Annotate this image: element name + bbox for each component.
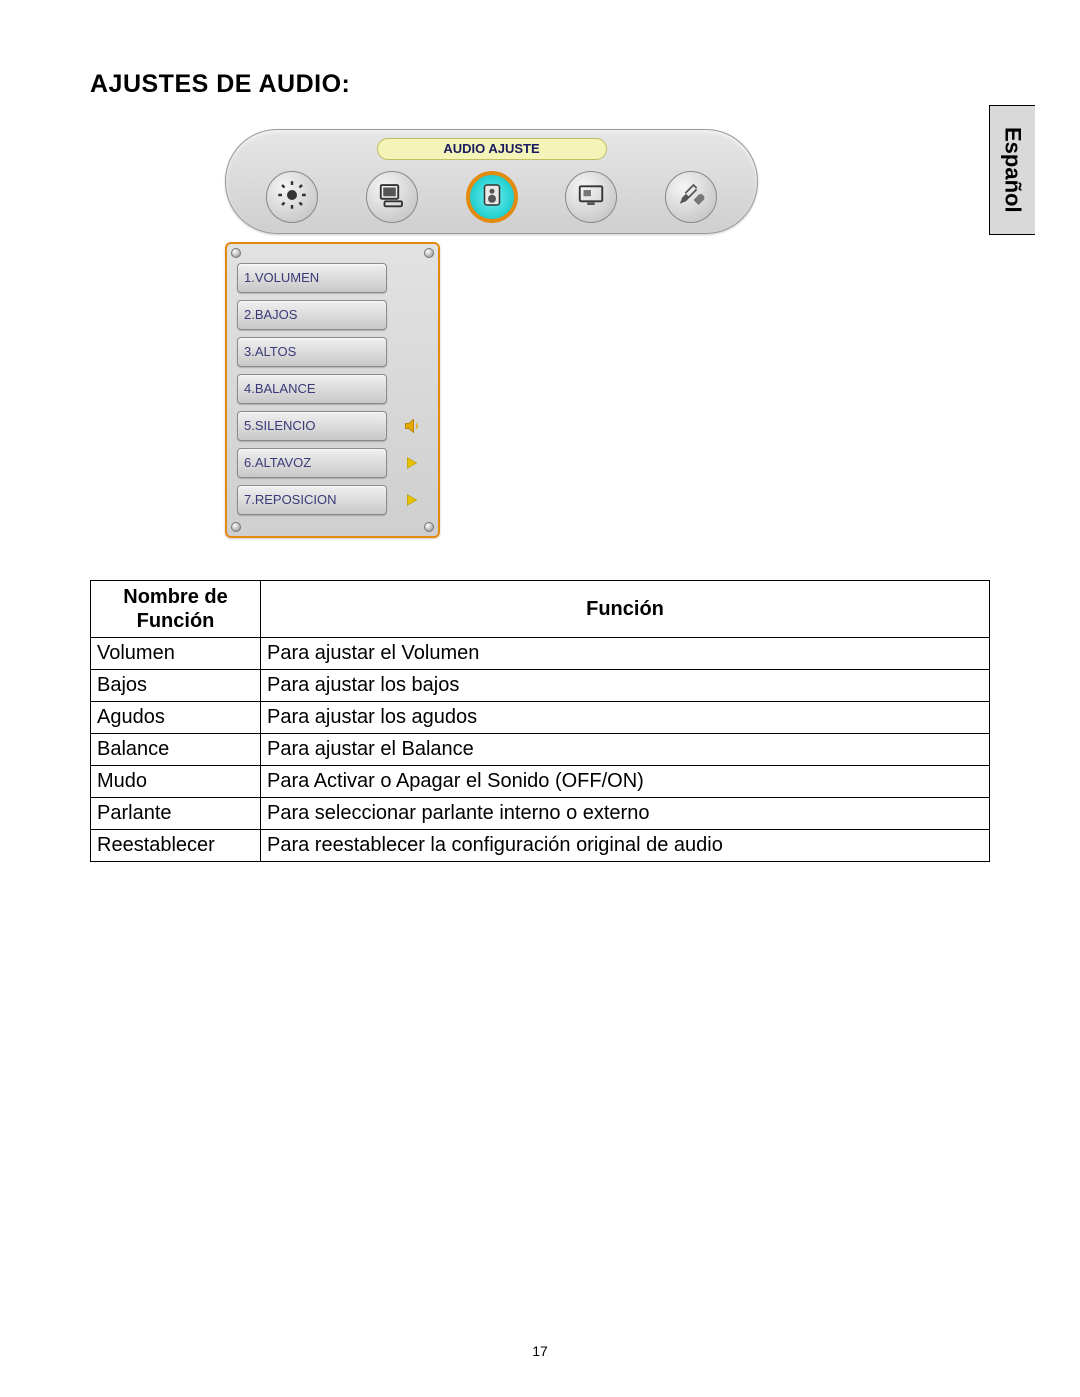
- osd-icon-row: [266, 168, 717, 226]
- cell-func: Para ajustar los agudos: [261, 702, 990, 734]
- table-row: Bajos Para ajustar los bajos: [91, 670, 990, 702]
- page-content: AJUSTES DE AUDIO: AUDIO AJUSTE: [90, 70, 990, 862]
- osd-icon-computer[interactable]: [366, 171, 418, 223]
- arrow-right-icon: [401, 489, 423, 511]
- osd-banner: AUDIO AJUSTE: [377, 138, 607, 160]
- menu-row: 6.ALTAVOZ: [237, 448, 428, 478]
- menu-item-bajos[interactable]: 2.BAJOS: [237, 300, 387, 330]
- th-label: Función: [586, 598, 664, 620]
- cell-name: Reestablecer: [91, 830, 261, 862]
- menu-row: 5.SILENCIO: [237, 411, 428, 441]
- menu-row: 2.BAJOS: [237, 300, 428, 330]
- osd-toolbar: AUDIO AJUSTE: [225, 129, 758, 234]
- arrow-right-icon: [401, 452, 423, 474]
- cell-func: Para reestablecer la configuración origi…: [261, 830, 990, 862]
- monitor-icon: [576, 180, 606, 215]
- page-title: AJUSTES DE AUDIO:: [90, 70, 990, 99]
- cell-name: Volumen: [91, 638, 261, 670]
- menu-item-volumen[interactable]: 1.VOLUMEN: [237, 263, 387, 293]
- menu-item-altos[interactable]: 3.ALTOS: [237, 337, 387, 367]
- menu-row: 3.ALTOS: [237, 337, 428, 367]
- osd-icon-brightness[interactable]: [266, 171, 318, 223]
- menu-item-silencio[interactable]: 5.SILENCIO: [237, 411, 387, 441]
- screw-icon: [424, 248, 434, 258]
- page-number: 17: [532, 1343, 548, 1359]
- table-header-name: Nombre de Función: [91, 581, 261, 638]
- menu-item-altavoz[interactable]: 6.ALTAVOZ: [237, 448, 387, 478]
- osd-icon-tools[interactable]: [665, 171, 717, 223]
- speaker-icon: [477, 180, 507, 215]
- screw-icon: [424, 522, 434, 532]
- th-label: Nombre de Función: [97, 585, 254, 633]
- cell-name: Mudo: [91, 766, 261, 798]
- computer-icon: [377, 180, 407, 215]
- table-header-func: Función: [261, 581, 990, 638]
- osd-icon-speaker[interactable]: [466, 171, 518, 223]
- table-row: Parlante Para seleccionar parlante inter…: [91, 798, 990, 830]
- table-row: Reestablecer Para reestablecer la config…: [91, 830, 990, 862]
- cell-func: Para Activar o Apagar el Sonido (OFF/ON): [261, 766, 990, 798]
- tools-icon: [676, 180, 706, 215]
- cell-name: Bajos: [91, 670, 261, 702]
- menu-indicator: [401, 267, 423, 289]
- cell-name: Parlante: [91, 798, 261, 830]
- menu-item-balance[interactable]: 4.BALANCE: [237, 374, 387, 404]
- menu-indicator: [401, 341, 423, 363]
- table-header-row: Nombre de Función Función: [91, 581, 990, 638]
- menu-row: 4.BALANCE: [237, 374, 428, 404]
- cell-name: Balance: [91, 734, 261, 766]
- language-tab: Español: [989, 105, 1035, 235]
- cell-func: Para ajustar los bajos: [261, 670, 990, 702]
- brightness-icon: [277, 180, 307, 215]
- cell-func: Para ajustar el Volumen: [261, 638, 990, 670]
- menu-item-reposicion[interactable]: 7.REPOSICION: [237, 485, 387, 515]
- mute-speaker-icon: [401, 415, 423, 437]
- osd-menu-panel: 1.VOLUMEN 2.BAJOS 3.ALTOS 4.BALANCE 5.SI…: [225, 242, 440, 538]
- table-row: Volumen Para ajustar el Volumen: [91, 638, 990, 670]
- cell-name: Agudos: [91, 702, 261, 734]
- cell-func: Para seleccionar parlante interno o exte…: [261, 798, 990, 830]
- screw-icon: [231, 248, 241, 258]
- menu-row: 1.VOLUMEN: [237, 263, 428, 293]
- menu-row: 7.REPOSICION: [237, 485, 428, 515]
- screw-icon: [231, 522, 241, 532]
- menu-indicator: [401, 378, 423, 400]
- osd-icon-monitor[interactable]: [565, 171, 617, 223]
- menu-indicator: [401, 304, 423, 326]
- table-row: Balance Para ajustar el Balance: [91, 734, 990, 766]
- table-row: Agudos Para ajustar los agudos: [91, 702, 990, 734]
- function-table: Nombre de Función Función Volumen Para a…: [90, 580, 990, 862]
- table-row: Mudo Para Activar o Apagar el Sonido (OF…: [91, 766, 990, 798]
- cell-func: Para ajustar el Balance: [261, 734, 990, 766]
- language-tab-label: Español: [1000, 127, 1026, 213]
- osd-toolbar-wrap: AUDIO AJUSTE: [225, 129, 990, 234]
